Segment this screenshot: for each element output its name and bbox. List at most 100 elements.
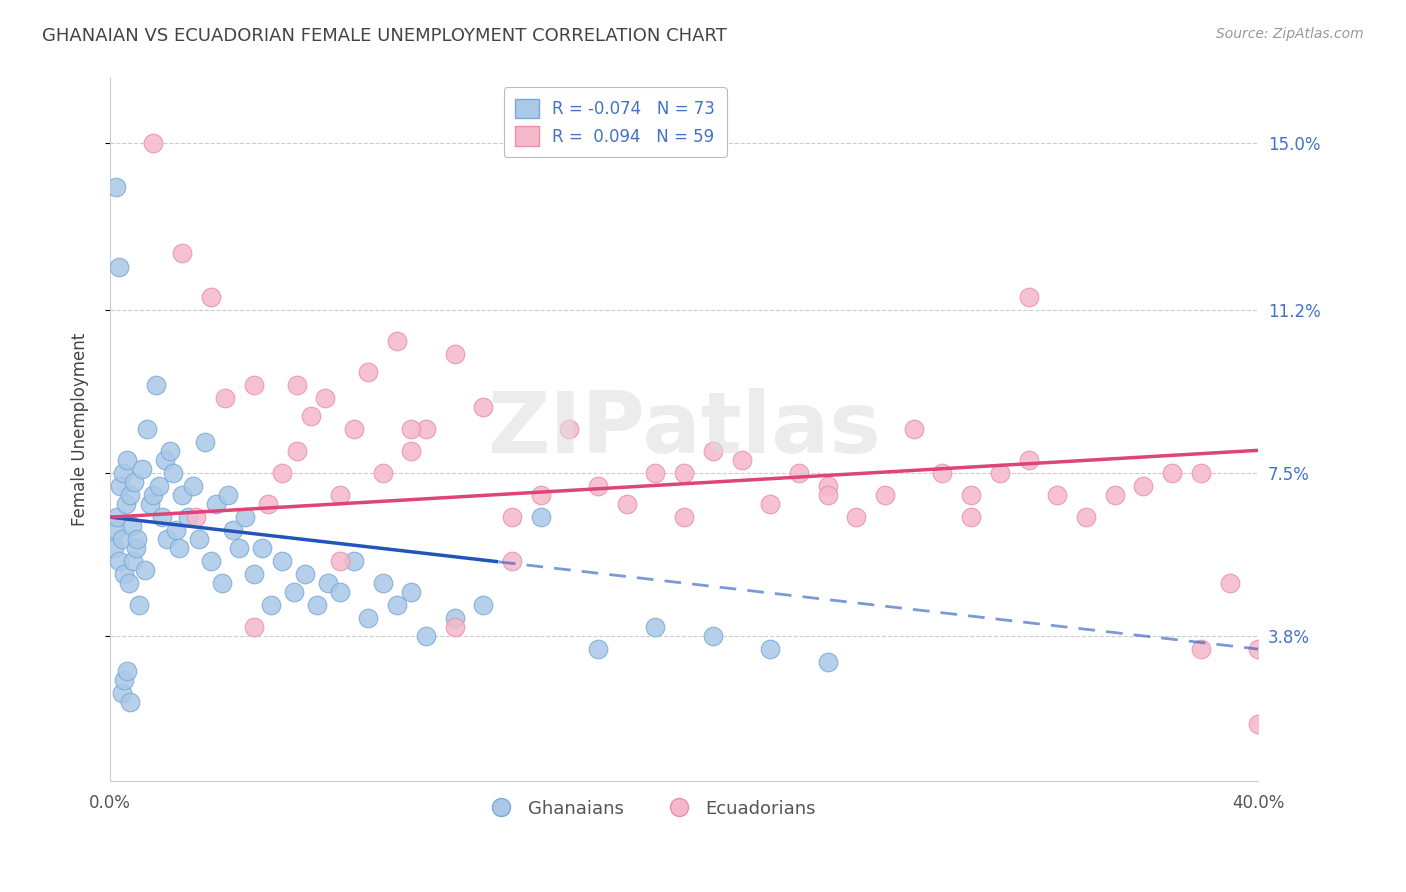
Point	[136, 422, 159, 436]
Point	[294, 567, 316, 582]
Point	[118, 576, 141, 591]
Point	[673, 510, 696, 524]
Point	[285, 444, 308, 458]
Point	[285, 378, 308, 392]
Point	[260, 598, 283, 612]
Point	[1247, 642, 1270, 657]
Point	[501, 554, 523, 568]
Point	[107, 554, 129, 568]
Point	[530, 510, 553, 524]
Point	[283, 585, 305, 599]
Point	[443, 347, 465, 361]
Point	[759, 642, 782, 657]
Point	[142, 488, 165, 502]
Point	[159, 444, 181, 458]
Point	[125, 541, 148, 555]
Point	[120, 695, 142, 709]
Point	[415, 422, 437, 436]
Point	[845, 510, 868, 524]
Point	[1132, 479, 1154, 493]
Point	[145, 378, 167, 392]
Point	[200, 290, 222, 304]
Point	[316, 576, 339, 591]
Point	[385, 334, 408, 349]
Point	[357, 365, 380, 379]
Point	[1247, 716, 1270, 731]
Point	[142, 136, 165, 151]
Point	[817, 479, 839, 493]
Point	[242, 567, 264, 582]
Point	[194, 435, 217, 450]
Point	[211, 576, 233, 591]
Point	[1189, 466, 1212, 480]
Point	[121, 519, 143, 533]
Point	[131, 462, 153, 476]
Point	[329, 488, 352, 502]
Point	[162, 466, 184, 480]
Point	[343, 554, 366, 568]
Point	[222, 524, 245, 538]
Point	[616, 497, 638, 511]
Point	[117, 453, 139, 467]
Point	[343, 422, 366, 436]
Point	[205, 497, 228, 511]
Point	[257, 497, 280, 511]
Point	[117, 664, 139, 678]
Text: Source: ZipAtlas.com: Source: ZipAtlas.com	[1216, 27, 1364, 41]
Point	[139, 497, 162, 511]
Point	[1189, 642, 1212, 657]
Point	[156, 532, 179, 546]
Point	[314, 392, 336, 406]
Point	[501, 510, 523, 524]
Point	[443, 611, 465, 625]
Point	[401, 422, 423, 436]
Point	[644, 620, 666, 634]
Point	[176, 510, 198, 524]
Point	[931, 466, 953, 480]
Legend: Ghanaians, Ecuadorians: Ghanaians, Ecuadorians	[477, 792, 824, 825]
Point	[165, 524, 187, 538]
Point	[170, 246, 193, 260]
Point	[170, 488, 193, 502]
Point	[1218, 576, 1240, 591]
Point	[759, 497, 782, 511]
Point	[122, 554, 145, 568]
Point	[214, 392, 236, 406]
Point	[188, 532, 211, 546]
Point	[153, 453, 176, 467]
Point	[228, 541, 250, 555]
Point	[586, 642, 609, 657]
Point	[988, 466, 1011, 480]
Point	[181, 479, 204, 493]
Point	[371, 576, 394, 591]
Point	[903, 422, 925, 436]
Point	[128, 598, 150, 612]
Point	[472, 401, 495, 415]
Point	[673, 466, 696, 480]
Point	[1104, 488, 1126, 502]
Point	[401, 444, 423, 458]
Point	[558, 422, 581, 436]
Point	[357, 611, 380, 625]
Point	[644, 466, 666, 480]
Point	[112, 567, 135, 582]
Point	[186, 510, 208, 524]
Text: GHANAIAN VS ECUADORIAN FEMALE UNEMPLOYMENT CORRELATION CHART: GHANAIAN VS ECUADORIAN FEMALE UNEMPLOYME…	[42, 27, 727, 45]
Point	[1018, 290, 1040, 304]
Point	[730, 453, 752, 467]
Y-axis label: Female Unemployment: Female Unemployment	[72, 333, 89, 526]
Point	[104, 524, 127, 538]
Point	[415, 629, 437, 643]
Point	[250, 541, 273, 555]
Point	[148, 479, 170, 493]
Point	[134, 563, 156, 577]
Point	[115, 497, 138, 511]
Point	[103, 541, 125, 555]
Point	[271, 466, 294, 480]
Point	[112, 673, 135, 687]
Point	[200, 554, 222, 568]
Point	[217, 488, 239, 502]
Point	[305, 598, 328, 612]
Point	[472, 598, 495, 612]
Point	[127, 532, 149, 546]
